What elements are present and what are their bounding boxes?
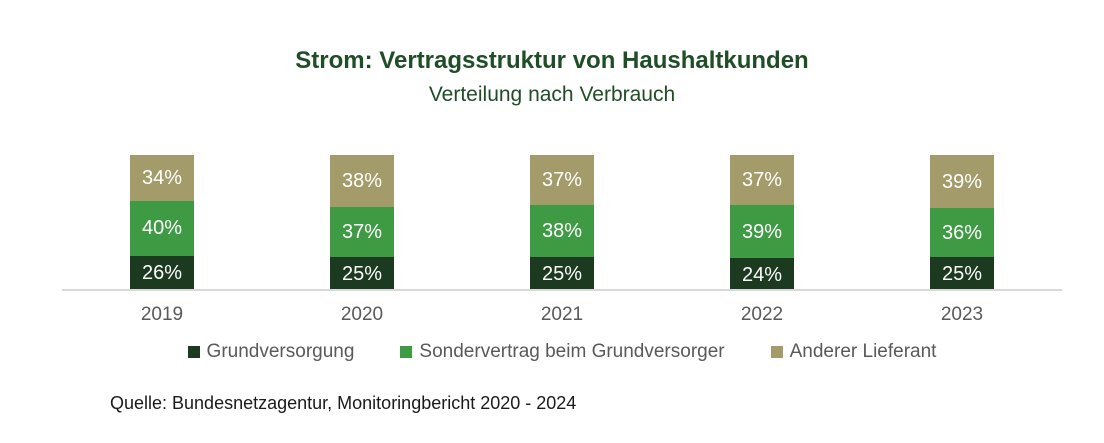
bar-segment: 38% — [530, 205, 594, 257]
chart-title: Strom: Vertragsstruktur von Haushaltkund… — [295, 47, 809, 74]
bar-segment-label: 37% — [341, 220, 383, 243]
bar-segment: 39% — [730, 205, 794, 259]
bar-segment-label: 36% — [941, 221, 983, 244]
legend: Grundversorgung Sondervertrag beim Grundv… — [62, 341, 1062, 363]
bar-segment: 36% — [930, 208, 994, 257]
legend-item: Sondervertrag beim Grundversorger — [400, 341, 725, 363]
legend-item: Anderer Lieferant — [770, 341, 937, 363]
legend-label: Sondervertrag beim Grundversorger — [419, 341, 725, 362]
bar-segment-label: 38% — [341, 169, 383, 192]
legend-swatch — [770, 346, 783, 358]
x-axis-label: 2020 — [340, 304, 384, 325]
bar-segment: 37% — [730, 155, 794, 206]
x-axis-label: 2019 — [140, 304, 184, 325]
bar-segment-label: 34% — [141, 167, 183, 190]
x-axis-label: 2022 — [740, 304, 784, 325]
plot-area: 34% 40% 26% 38% 37% 25% 37% 38% 25% 37% 39% 24% 39% 3… — [62, 155, 1062, 291]
bar-segment: 34% — [130, 155, 194, 202]
bar-segment: 37% — [530, 155, 594, 206]
x-axis-label: 2021 — [540, 304, 584, 325]
bar-segment: 25% — [530, 256, 594, 291]
bar-segment: 40% — [130, 201, 194, 256]
legend-label: Grundversorgung — [206, 341, 355, 362]
bar-segment-label: 37% — [741, 169, 783, 192]
bar-segment: 25% — [930, 256, 994, 291]
bar-2022: 37% 39% 24% — [730, 155, 794, 291]
bar-segment: 39% — [930, 155, 994, 209]
source-note: Quelle: Bundesnetzagentur, Monitoringber… — [110, 393, 577, 413]
bar-2023: 39% 36% 25% — [930, 155, 994, 291]
bar-segment-label: 40% — [141, 217, 183, 240]
bar-2019: 34% 40% 26% — [130, 155, 194, 291]
x-axis-label: 2023 — [940, 304, 984, 325]
bar-segment-label: 37% — [541, 169, 583, 192]
bar-segment-label: 25% — [941, 262, 983, 285]
chart-subtitle: Verteilung nach Verbrauch — [428, 83, 676, 106]
legend-swatch — [187, 346, 200, 358]
bar-segment: 26% — [130, 255, 194, 291]
bar-2021: 37% 38% 25% — [530, 155, 594, 291]
legend-swatch — [400, 346, 413, 358]
bar-segment-label: 25% — [341, 262, 383, 285]
legend-item: Grundversorgung — [187, 341, 355, 363]
x-axis-labels: 2019 2020 2021 2022 2023 — [62, 304, 1062, 328]
x-axis-line — [62, 289, 1062, 291]
bar-segment: 37% — [330, 206, 394, 257]
bar-segment-label: 39% — [741, 220, 783, 243]
legend-label: Anderer Lieferant — [789, 341, 937, 362]
bar-segment-label: 24% — [741, 263, 783, 286]
bar-segment-label: 38% — [541, 220, 583, 243]
bar-segment: 25% — [330, 256, 394, 291]
bar-segment-label: 26% — [141, 262, 183, 285]
bar-2020: 38% 37% 25% — [330, 155, 394, 291]
bar-segment: 24% — [730, 258, 794, 291]
bar-segment-label: 25% — [541, 262, 583, 285]
bar-segment: 38% — [330, 155, 394, 207]
bar-segment-label: 39% — [941, 170, 983, 193]
